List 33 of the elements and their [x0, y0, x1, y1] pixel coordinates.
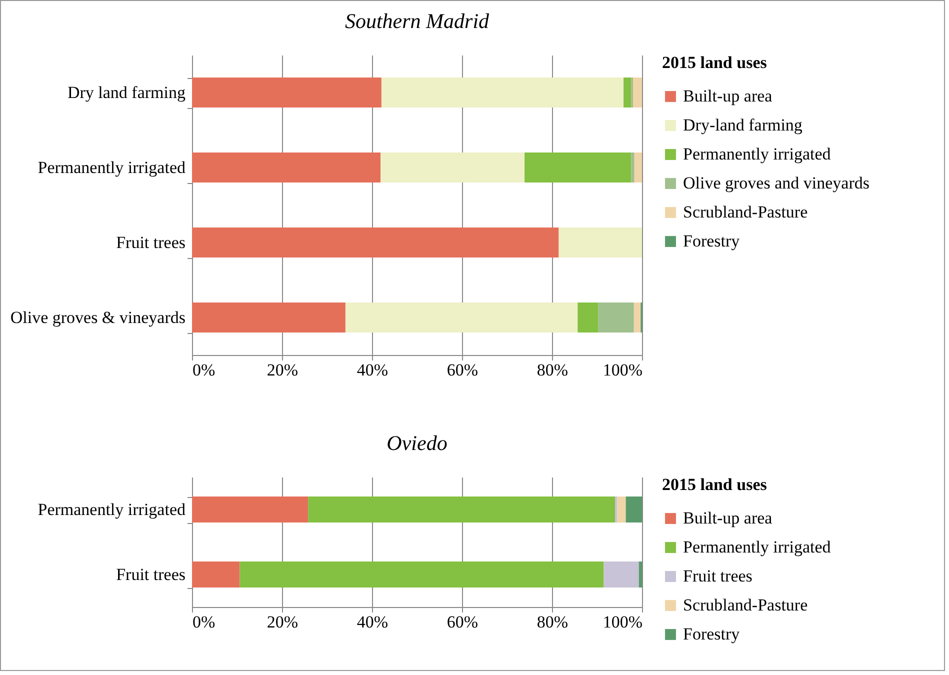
x-tick-label: 80%	[536, 360, 568, 380]
legend-label: Built-up area	[683, 508, 773, 528]
y-tick-label: Fruit trees	[116, 233, 186, 252]
x-tick-label: 0%	[192, 360, 216, 380]
x-tick-label: 60%	[446, 360, 478, 380]
x-tick-label: 0%	[192, 612, 216, 632]
legend-label: Scrubland-Pasture	[683, 202, 808, 222]
y-tick-label: Permanently irrigated	[38, 158, 186, 177]
legend-label: Fruit trees	[683, 566, 752, 586]
y-tick-label: Olive groves & vineyards	[10, 308, 186, 327]
legend-label: Forestry	[683, 232, 740, 250]
x-tick-label: 100%	[602, 612, 642, 632]
x-tick-label: 60%	[446, 612, 478, 632]
y-tick-label: Fruit trees	[116, 565, 186, 584]
legend-label: Forestry	[683, 624, 740, 644]
legend-label: Permanently irrigated	[683, 144, 832, 164]
x-tick-label: 100%	[602, 360, 642, 380]
legend-label: Permanently irrigated	[683, 538, 832, 556]
legend-label: Built-up area	[683, 86, 773, 106]
legend-label: Olive groves and vineyards	[683, 174, 870, 192]
x-tick-label: 20%	[266, 612, 298, 632]
x-tick-label: 40%	[356, 360, 388, 380]
y-tick-label: Permanently irrigated	[38, 500, 186, 519]
chart-title: Oviedo	[386, 431, 448, 455]
x-tick-label: 20%	[266, 360, 298, 380]
chart-title: Southern Madrid	[344, 9, 490, 33]
y-tick-label: Dry land farming	[67, 83, 186, 102]
x-tick-label: 80%	[536, 612, 568, 632]
legend-label: Scrubland-Pasture	[683, 596, 808, 614]
legend-title: 2015 land uses	[662, 53, 768, 72]
legend-label: Dry-land farming	[683, 116, 803, 134]
x-tick-label: 40%	[356, 612, 388, 632]
legend-title: 2015 land uses	[662, 475, 768, 494]
